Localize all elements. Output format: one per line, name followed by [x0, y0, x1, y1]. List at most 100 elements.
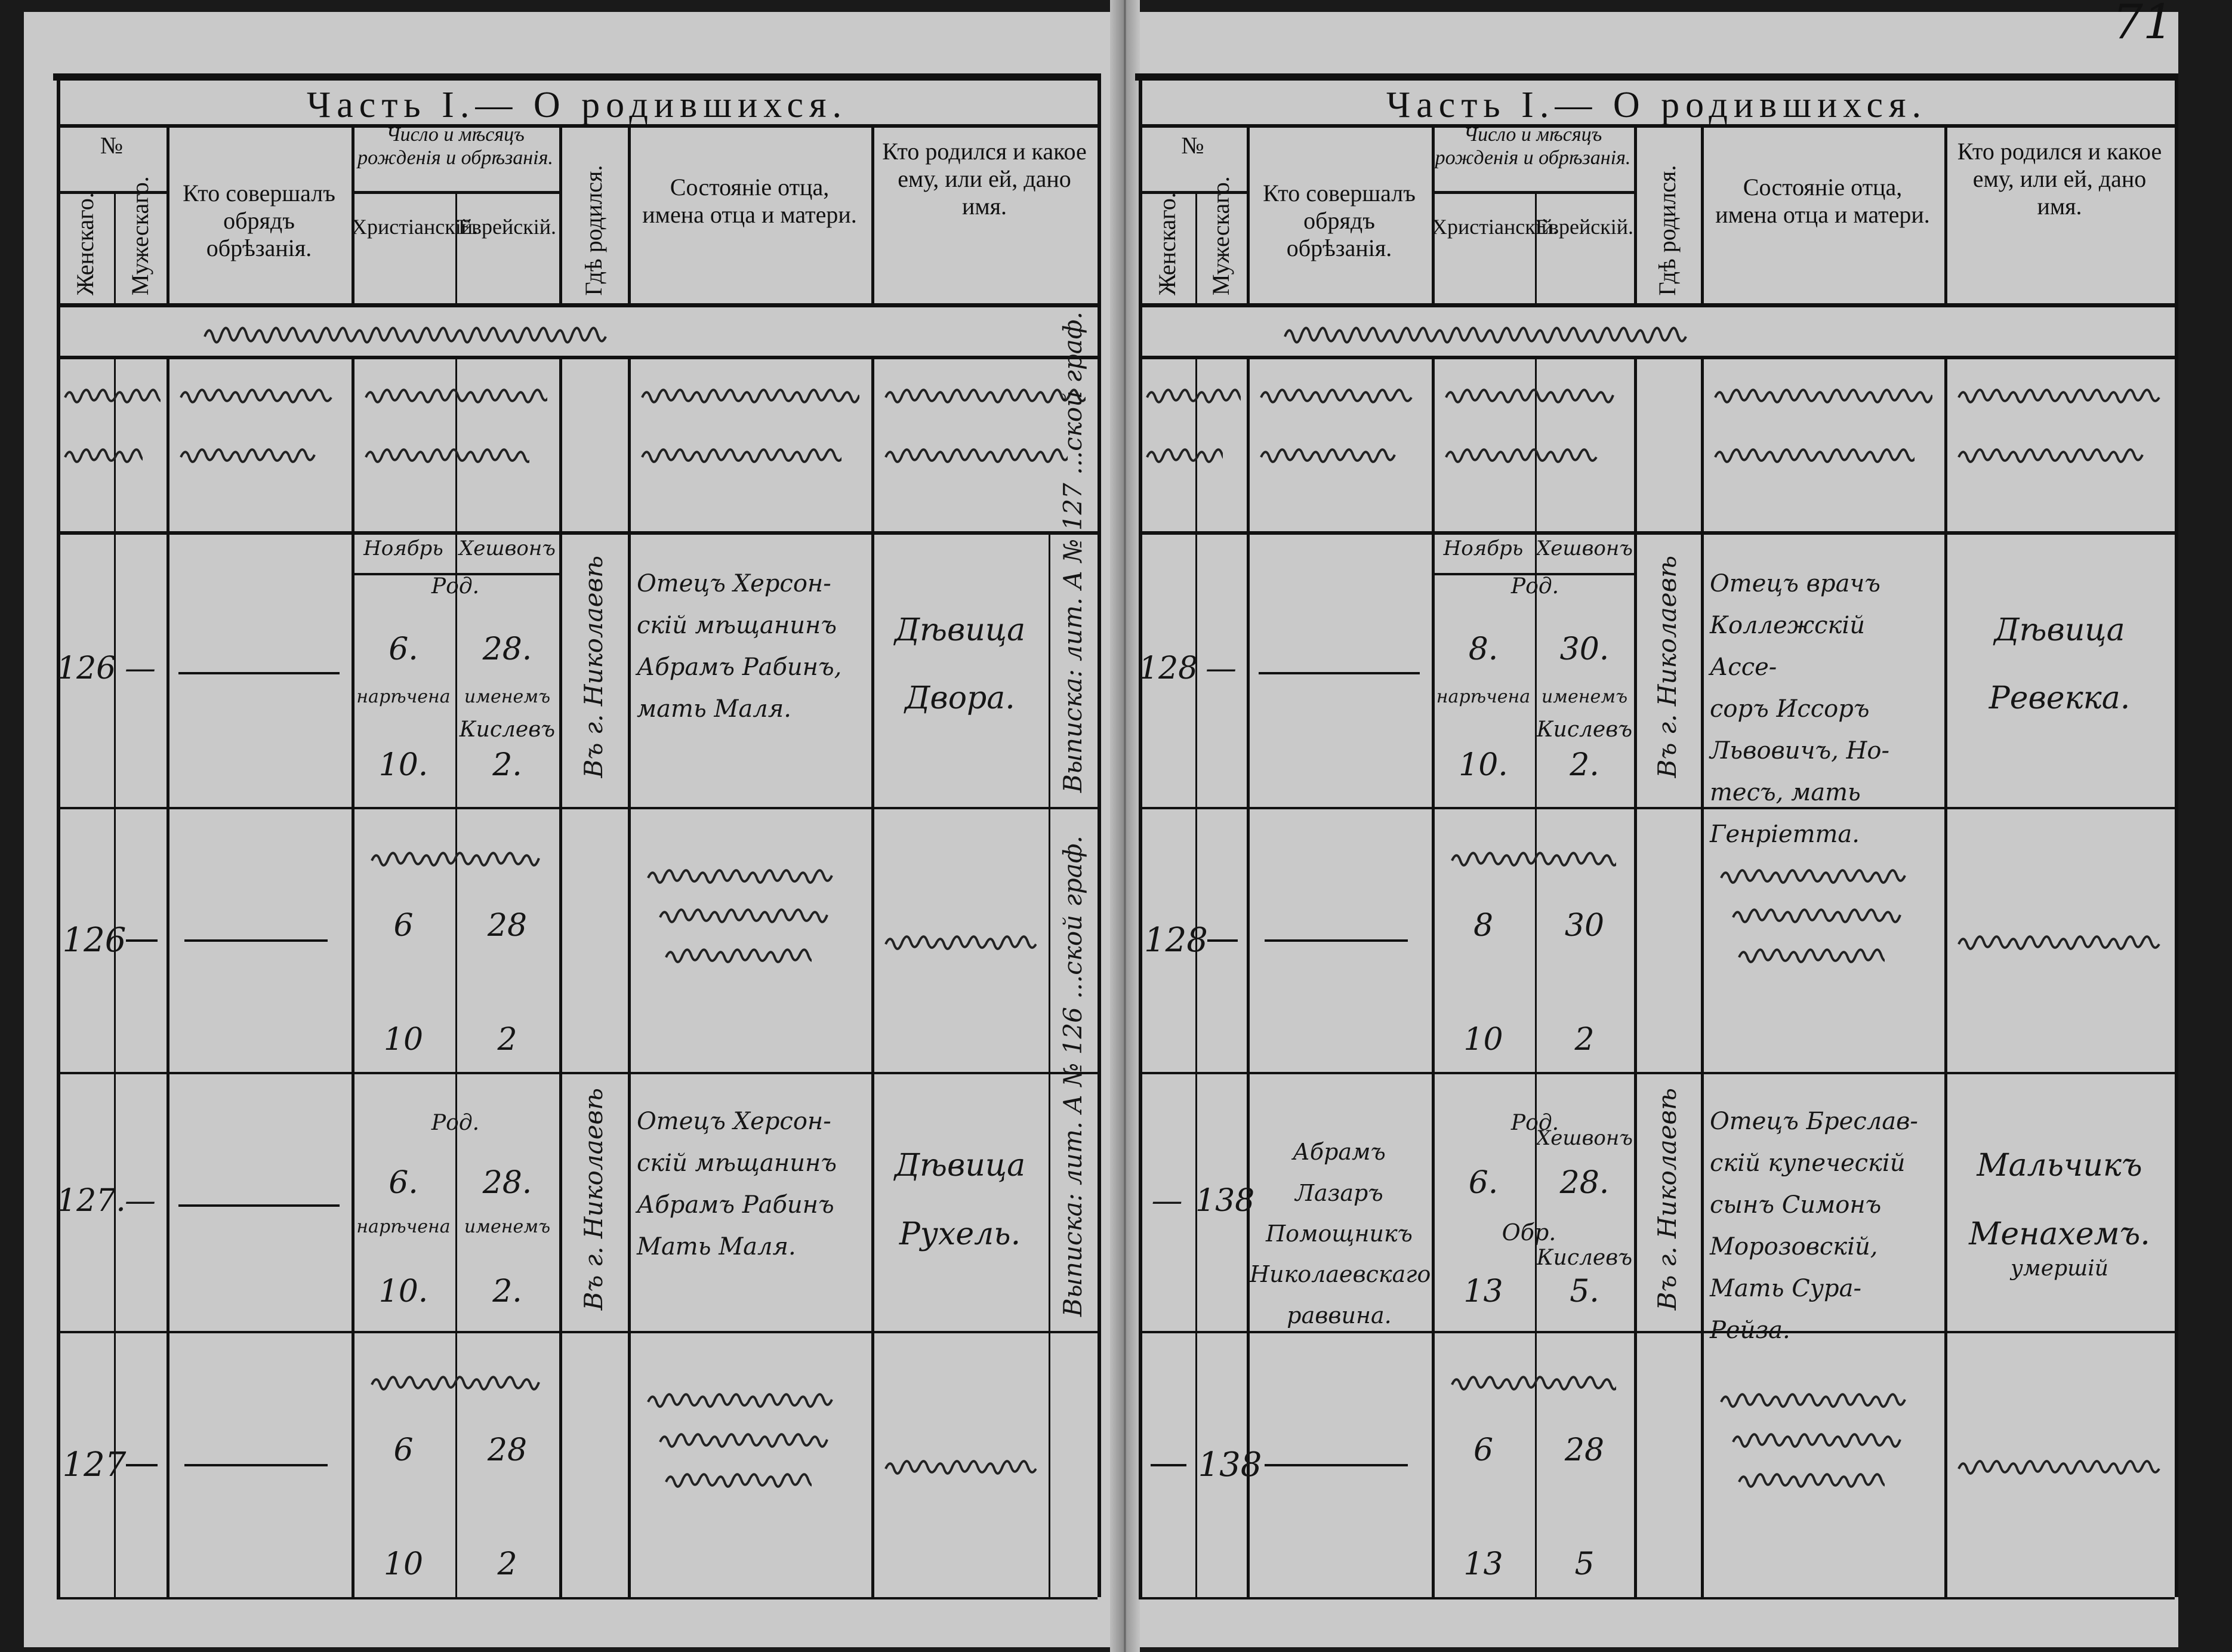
hebrew-handwriting [64, 448, 143, 463]
record-birth-label: Род. [431, 1111, 480, 1136]
body-column-rule [167, 356, 169, 1597]
record-number-female: 126 [57, 651, 116, 686]
record-birth-christian: 6. [1468, 1164, 1499, 1201]
header-column-rule [628, 124, 631, 303]
performer-dash [178, 672, 340, 674]
hebrew-handwriting [641, 389, 859, 403]
hebrew-handwriting [659, 1433, 828, 1448]
performer-dash [184, 939, 328, 942]
record-rule [57, 807, 1097, 809]
book-spine [1110, 0, 1140, 1652]
record-circ-christian: 10. [378, 1273, 428, 1309]
table-right-border [1097, 78, 1101, 1597]
record-circ-jewish: 2. [1570, 747, 1599, 783]
hebrew-handwriting [1732, 1433, 1901, 1448]
record-circ-label: Обр. [1502, 1219, 1556, 1246]
record-rule [57, 1072, 1097, 1074]
hebrew-circ-christian: 10 [383, 1021, 424, 1058]
header-column-rule [871, 124, 874, 303]
hebrew-header-rule [57, 356, 1097, 359]
record-number-female: 127. [57, 1183, 126, 1219]
record-rule [1139, 1331, 2175, 1333]
table-title: Часть I.— О родившихся. [1386, 85, 1927, 125]
record-rule [57, 531, 1097, 535]
record-month-jewish: Хешвонъ [1536, 1126, 1633, 1150]
header-jewish: Еврейскій. [458, 215, 556, 239]
performer-dash [178, 1204, 340, 1207]
hebrew-handwriting [1720, 869, 1906, 884]
hebrew-handwriting [1451, 1376, 1616, 1391]
record-circ-christian: 13 [1463, 1273, 1503, 1309]
table-left-border [57, 78, 60, 1597]
hebrew-birth-jewish: 30 [1564, 907, 1605, 944]
hebrew-handwriting [1732, 908, 1901, 924]
record-naming-christian: нарѣчена [1436, 686, 1531, 708]
body-column-rule [1195, 356, 1197, 1597]
body-column-rule [114, 356, 116, 1597]
record-birth-jewish: 30. [1559, 631, 1610, 667]
title-rule [1139, 124, 2175, 128]
record-number-male: — [125, 1183, 156, 1219]
record-circ-month-jewish: Кислевъ [1536, 717, 1633, 742]
hebrew-handwriting [1146, 389, 1241, 403]
hebrew-handwriting [665, 948, 812, 963]
body-column-rule [455, 356, 457, 1597]
hebrew-handwriting [1445, 448, 1598, 463]
month-header-rule [1432, 573, 1634, 575]
hebrew-circ-christian: 10 [1463, 1021, 1503, 1058]
header-column-rule [1634, 124, 1637, 303]
header-rule [1139, 303, 2175, 307]
header-split-rule [352, 191, 559, 194]
table-top-border [53, 73, 1101, 81]
month-header-rule [352, 573, 559, 575]
hebrew-handwriting [1957, 935, 2160, 950]
record-number-female: 128 [1139, 651, 1198, 686]
record-month-jewish: Хешвонъ [459, 537, 556, 560]
hebrew-handwriting [659, 908, 828, 924]
hebrew-handwriting [371, 852, 540, 867]
hebrew-row-number: 126 [62, 921, 127, 960]
title-rule [57, 124, 1097, 128]
body-column-rule [1535, 356, 1537, 1597]
hebrew-birth-jewish: 28 [487, 1432, 528, 1468]
hebrew-handwriting [1957, 389, 2160, 403]
header-column-rule [559, 124, 562, 303]
body-column-rule [871, 356, 874, 1597]
record-naming-jewish: именемъ [464, 686, 551, 708]
hebrew-handwriting [1260, 389, 1413, 403]
record-place: Въ г. Николаевѣ [1652, 555, 1682, 778]
header-number: № [1181, 132, 1204, 159]
header-male: Мужескаго. [1207, 176, 1234, 295]
hebrew-circ-jewish: 5 [1574, 1546, 1595, 1583]
header-performer: Кто совершалъ обрядъ обрѣзанія. [183, 180, 341, 261]
record-birth-christian: 8. [1468, 631, 1499, 667]
hebrew-birth-christian: 8 [1473, 907, 1494, 944]
hebrew-handwriting [180, 448, 316, 463]
header-column-rule [455, 191, 457, 303]
record-rule [57, 1597, 1097, 1599]
hebrew-circ-jewish: 2 [1574, 1021, 1595, 1058]
hebrew-handwriting [1445, 389, 1614, 403]
header-child: Кто родился и какое ему, или ей, дано им… [882, 138, 1087, 220]
record-circ-jewish: 2. [492, 747, 522, 783]
body-column-rule [1944, 356, 1947, 1597]
record-naming-christian: нарѣчена [356, 1216, 451, 1238]
table-left-border [1139, 78, 1142, 1597]
number-dash [1151, 1464, 1186, 1466]
record-place: Въ г. Николаевѣ [578, 1087, 608, 1311]
record-child-name: Мальчикъ Менахемъ. [1969, 1148, 2150, 1252]
header-dates: Число и мѣсяцъ рожденія и обрѣзанія. [357, 124, 553, 169]
header-child: Кто родился и какое ему, или ей, дано им… [1957, 138, 2168, 220]
header-female: Женскаго. [1153, 192, 1180, 295]
hebrew-handwriting [884, 389, 1086, 403]
hebrew-row-number: 128 [1144, 921, 1208, 960]
page-number: 71 [2113, 0, 2174, 50]
hebrew-handwriting [64, 389, 161, 403]
record-circ-christian: 10. [1459, 747, 1508, 783]
record-child-name: Дѣвица Рухель. [894, 1148, 1026, 1252]
body-column-rule [559, 356, 562, 1597]
hebrew-circ-jewish: 2 [497, 1546, 517, 1583]
hebrew-handwriting [647, 869, 833, 884]
header-christian: Христіанскій. [1432, 215, 1558, 239]
body-column-rule [1701, 356, 1704, 1597]
